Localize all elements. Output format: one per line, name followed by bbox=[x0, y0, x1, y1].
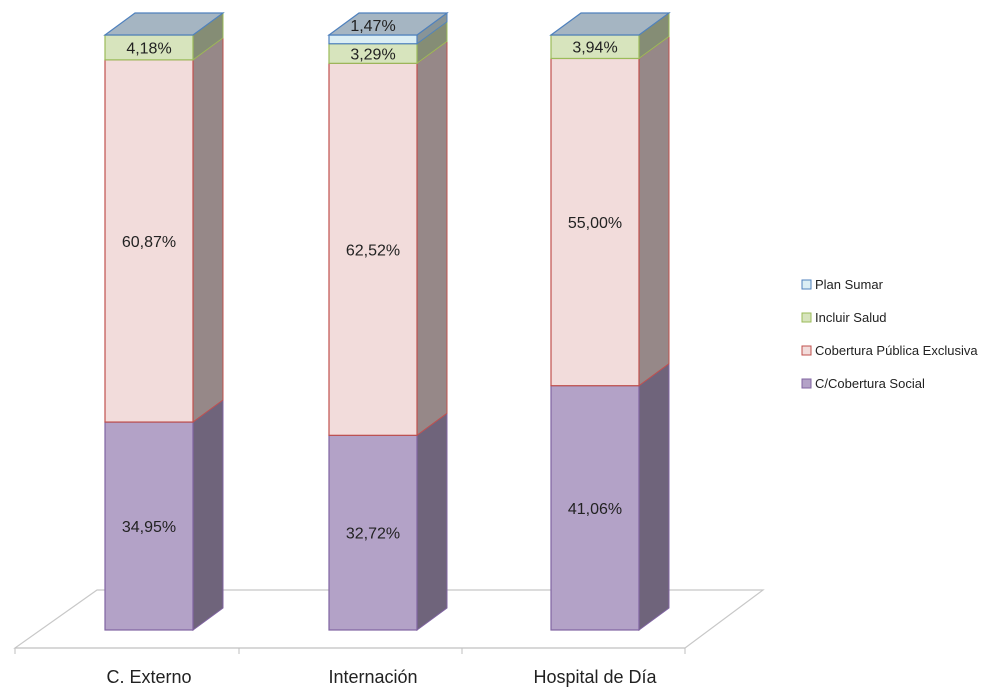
legend-swatch-incluir-salud bbox=[801, 312, 812, 323]
legend-label-incluir-salud: Incluir Salud bbox=[815, 310, 887, 325]
bar-segment-internacion-cobertura-publica-exclusiva bbox=[328, 62, 418, 436]
bar-c-externo: 34,95% 60,87% 4,18% bbox=[103, 12, 225, 631]
data-label-internacion-c-cobertura-social: 32,72% bbox=[346, 526, 400, 543]
bar-top-c-externo bbox=[103, 12, 225, 36]
x-axis: C. Externo Internación Hospital de Día bbox=[14, 647, 686, 687]
data-label-internacion-cobertura-publica-exclusiva: 62,52% bbox=[346, 242, 400, 259]
bar-side-hospital-de-dia-c-cobertura-social bbox=[638, 362, 670, 631]
legend-swatch-cobertura-publica-exclusiva bbox=[801, 345, 812, 356]
bar-side-internacion-cobertura-publica-exclusiva bbox=[416, 40, 448, 437]
bar-top-hospital-de-dia bbox=[549, 12, 671, 36]
data-label-c-externo-cobertura-publica-exclusiva: 60,87% bbox=[122, 234, 176, 251]
legend-swatch-c-cobertura-social bbox=[801, 378, 812, 389]
bar-segment-internacion-c-cobertura-social bbox=[328, 434, 418, 631]
data-label-internacion-incluir-salud: 3,29% bbox=[350, 47, 395, 64]
bar-segment-c-externo-c-cobertura-social bbox=[104, 421, 194, 631]
x-tick-label-internacion: Internación bbox=[328, 667, 417, 687]
bar-hospital-de-dia: 41,06% 55,00% 3,94% bbox=[549, 12, 671, 631]
bar-internacion: 32,72% 62,52% 3,29% 1,47% bbox=[327, 12, 449, 631]
bar-side-c-externo-c-cobertura-social bbox=[192, 399, 224, 631]
data-label-hospital-de-dia-c-cobertura-social: 41,06% bbox=[568, 501, 622, 518]
data-label-c-externo-c-cobertura-social: 34,95% bbox=[122, 519, 176, 536]
legend-swatch-plan-sumar bbox=[801, 279, 812, 290]
data-label-c-externo-incluir-salud: 4,18% bbox=[126, 40, 171, 57]
data-label-hospital-de-dia-cobertura-publica-exclusiva: 55,00% bbox=[568, 215, 622, 232]
data-label-internacion-plan-sumar: 1,47% bbox=[350, 18, 395, 35]
bar-segment-internacion-plan-sumar bbox=[328, 34, 418, 45]
bar-segment-c-externo-cobertura-publica-exclusiva bbox=[104, 59, 194, 423]
bar-segment-c-externo-incluir-salud bbox=[104, 34, 194, 61]
data-label-hospital-de-dia-incluir-salud: 3,94% bbox=[572, 40, 617, 57]
legend-label-c-cobertura-social: C/Cobertura Social bbox=[815, 376, 925, 391]
bar-segment-hospital-de-dia-cobertura-publica-exclusiva bbox=[550, 57, 640, 387]
bar-top-internacion bbox=[327, 12, 449, 36]
legend: Plan Sumar Incluir Salud Cobertura Pública… bbox=[801, 277, 978, 391]
bar-side-internacion-c-cobertura-social bbox=[416, 412, 448, 631]
legend-label-cobertura-publica-exclusiva: Cobertura Pública Exclusiva bbox=[815, 343, 978, 358]
x-tick-label-hospital-de-dia: Hospital de Día bbox=[533, 667, 657, 687]
legend-label-plan-sumar: Plan Sumar bbox=[815, 277, 884, 292]
bar-side-hospital-de-dia-cobertura-publica-exclusiva bbox=[638, 35, 670, 387]
bar-side-c-externo-cobertura-publica-exclusiva bbox=[192, 36, 224, 424]
x-tick-label-c-externo: C. Externo bbox=[106, 667, 191, 687]
bar-segment-hospital-de-dia-c-cobertura-social bbox=[550, 385, 640, 631]
plot-area: 34,95% 60,87% 4,18% 32,72% 62,52% 3,29% 1,47% 4… bbox=[103, 12, 671, 631]
